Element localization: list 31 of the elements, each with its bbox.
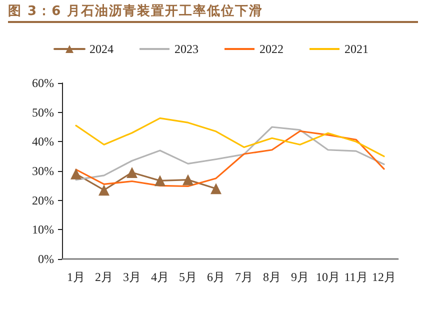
legend-label: 2021 <box>344 42 368 56</box>
chart-title: 图 3：6 月石油沥青装置开工率低位下滑 <box>8 2 264 20</box>
point <box>182 174 194 186</box>
point <box>210 183 222 194</box>
legend-label: 2024 <box>90 42 114 56</box>
x-tick-label: 6月 <box>207 270 225 284</box>
y-tick-label: 30% <box>32 164 54 178</box>
x-tick-label: 5月 <box>179 270 197 284</box>
legend-label: 2022 <box>260 42 284 56</box>
y-tick-label: 60% <box>32 76 54 90</box>
point <box>70 168 82 180</box>
point <box>98 184 110 196</box>
x-tick-label: 9月 <box>291 270 309 284</box>
point <box>154 175 166 186</box>
x-tick-label: 8月 <box>263 270 281 284</box>
x-tick-label: 3月 <box>123 270 141 284</box>
y-tick-label: 40% <box>32 134 54 149</box>
y-tick-label: 50% <box>32 105 54 120</box>
x-tick-label: 4月 <box>151 270 169 284</box>
legend-label: 2023 <box>174 42 198 56</box>
y-tick-label: 0% <box>38 252 54 266</box>
x-tick-label: 12月 <box>372 270 396 284</box>
x-tick-label: 2月 <box>95 270 113 284</box>
x-tick-label: 11月 <box>344 270 368 284</box>
y-tick-label: 10% <box>32 222 54 237</box>
x-tick-label: 1月 <box>67 270 85 284</box>
x-tick-label: 10月 <box>316 270 340 284</box>
line-series <box>75 117 385 158</box>
point <box>126 166 138 178</box>
y-tick-label: 20% <box>32 193 54 208</box>
x-tick-label: 7月 <box>235 270 253 284</box>
